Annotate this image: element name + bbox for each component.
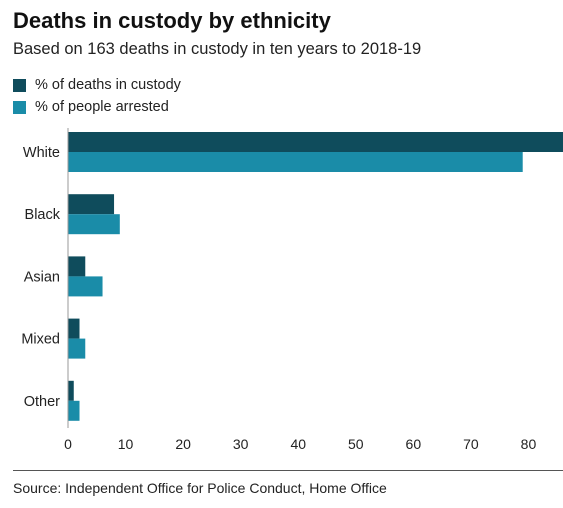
bar-chart: White Black Asian Mixed Other 0 10 20 30 40 50 60 70… bbox=[21, 128, 563, 452]
bar-white-arrested bbox=[68, 152, 523, 172]
category-label: Other bbox=[24, 394, 60, 410]
bar-mixed-deaths bbox=[68, 318, 80, 339]
bar-asian-arrested bbox=[68, 276, 103, 297]
category-label: Black bbox=[25, 207, 61, 223]
legend-item-arrested: % of people arrested bbox=[13, 98, 169, 116]
source-divider bbox=[13, 470, 563, 471]
x-tick-label: 0 bbox=[64, 436, 72, 452]
category-label: Asian bbox=[24, 269, 60, 285]
bar-asian-deaths bbox=[68, 256, 86, 277]
legend-label-arrested: % of people arrested bbox=[35, 99, 169, 115]
x-tick-label: 40 bbox=[290, 436, 306, 452]
bar-black-arrested bbox=[68, 214, 120, 235]
legend-label-deaths: % of deaths in custody bbox=[35, 77, 181, 93]
chart-title: Deaths in custody by ethnicity bbox=[13, 8, 331, 33]
x-tick-label: 70 bbox=[463, 436, 479, 452]
x-tick-label: 50 bbox=[348, 436, 364, 452]
bar-mixed-arrested bbox=[68, 338, 86, 359]
bar-black-deaths bbox=[68, 194, 115, 215]
x-tick-label: 80 bbox=[521, 436, 537, 452]
bar-other-deaths bbox=[68, 380, 74, 401]
chart-subtitle: Based on 163 deaths in custody in ten ye… bbox=[13, 40, 422, 58]
x-tick-label: 20 bbox=[175, 436, 191, 452]
bar-other-arrested bbox=[68, 400, 80, 421]
legend-swatch-deaths bbox=[13, 78, 26, 92]
x-tick-label: 60 bbox=[406, 436, 422, 452]
bar-white-deaths bbox=[68, 132, 563, 152]
category-label: White bbox=[23, 145, 60, 161]
legend-item-deaths: % of deaths in custody bbox=[13, 76, 181, 94]
x-tick-label: 30 bbox=[233, 436, 249, 452]
category-label: Mixed bbox=[21, 332, 60, 348]
legend-swatch-arrested bbox=[13, 100, 26, 114]
x-tick-label: 10 bbox=[118, 436, 134, 452]
source-note: Source: Independent Office for Police Co… bbox=[13, 480, 387, 496]
